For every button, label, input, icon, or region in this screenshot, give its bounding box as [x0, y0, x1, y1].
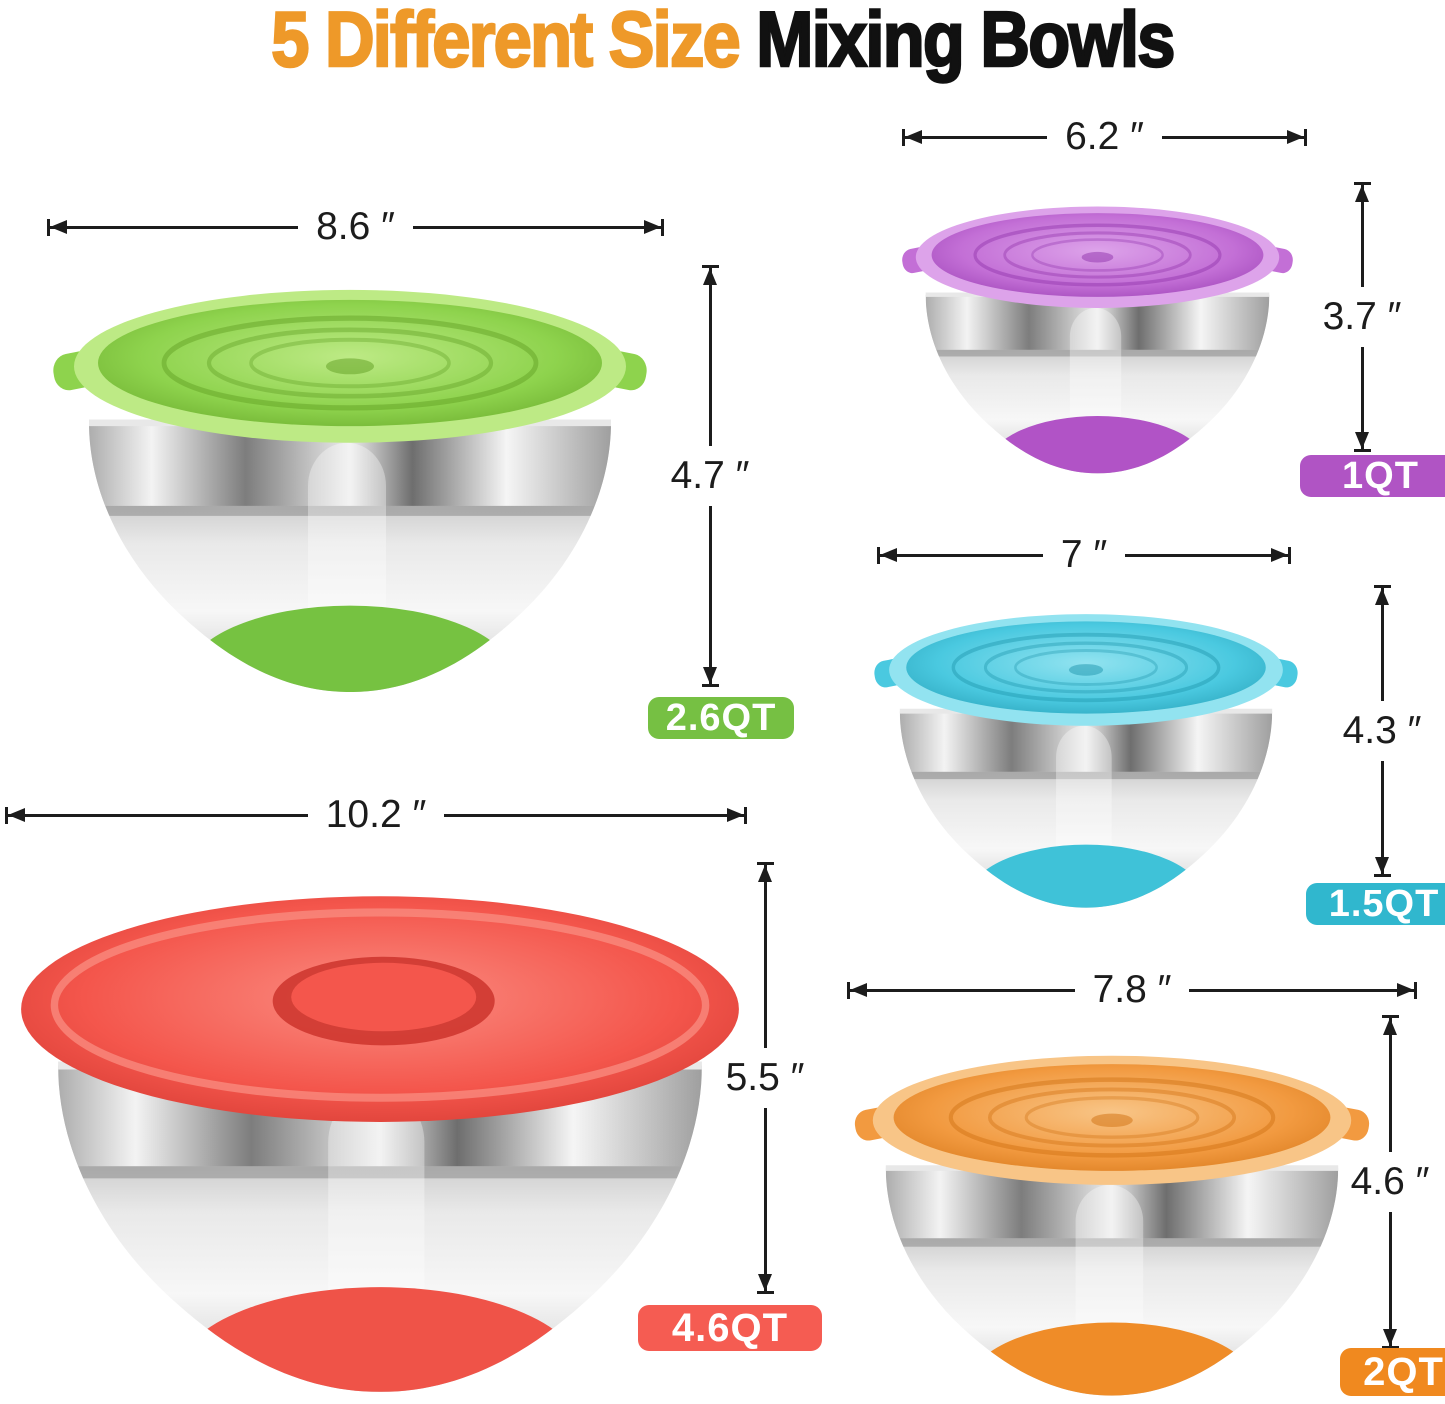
dimension-arrow-right-icon [1189, 981, 1417, 999]
purple-mixing-bowl-photo [900, 180, 1295, 480]
bowl-silicone-base [968, 844, 1204, 908]
blue-mixing-bowl-photo [872, 585, 1300, 915]
red-mixing-bowl-photo [10, 856, 750, 1404]
orange-bowl-width-dimension: 7.8 ″ [847, 968, 1417, 1011]
title-accent-text: 5 Different Size [270, 0, 742, 84]
dimension-arrow-right-icon [444, 806, 747, 824]
green-bowl-diameter-label: 8.6 ″ [316, 205, 395, 248]
blue-capacity-badge: 1.5QT [1306, 883, 1445, 925]
red-capacity-badge: 4.6QT [638, 1305, 822, 1351]
dimension-arrow-left-icon [46, 218, 299, 236]
red-bowl-height-label: 5.5 ″ [725, 1056, 805, 1099]
green-mixing-bowl-photo [50, 250, 650, 702]
bowl-graphic [53, 289, 647, 693]
bowl-graphic [874, 614, 1298, 908]
dimension-arrow-down-icon [1373, 761, 1391, 877]
dimension-arrow-left-icon [901, 128, 1048, 146]
red-bowl-width-dimension: 10.2 ″ [5, 793, 747, 836]
purple-bowl-width-dimension: 6.2 ″ [901, 115, 1308, 158]
dimension-arrow-right-icon [412, 218, 665, 236]
green-bowl-height-dimension: 4.7 ″ [650, 265, 770, 687]
green-bowl-height-label: 4.7 ″ [670, 454, 750, 497]
dimension-arrow-down-icon [1353, 347, 1371, 452]
orange-bowl-height-label: 4.6 ″ [1350, 1160, 1430, 1203]
dimension-arrow-left-icon [847, 981, 1075, 999]
orange-bowl-height-dimension: 4.6 ″ [1330, 1015, 1445, 1349]
dimension-arrow-up-icon [1373, 585, 1391, 701]
purple-bowl-diameter-label: 6.2 ″ [1065, 115, 1144, 158]
dimension-arrow-up-icon [1381, 1015, 1399, 1152]
title-rest-text: Mixing Bowls [738, 0, 1176, 84]
bowl-lid [902, 206, 1293, 308]
dimension-arrow-right-icon [1125, 546, 1291, 564]
bowl-silicone-base [969, 1322, 1255, 1396]
blue-bowl-height-label: 4.3 ″ [1342, 709, 1422, 752]
red-bowl-diameter-label: 10.2 ″ [325, 793, 427, 836]
blue-bowl-diameter-label: 7 ″ [1060, 533, 1108, 576]
orange-capacity-badge: 2QT [1340, 1348, 1445, 1396]
orange-bowl-diameter-label: 7.8 ″ [1092, 968, 1172, 1011]
dimension-arrow-left-icon [5, 806, 308, 824]
purple-capacity-badge: 1QT [1300, 455, 1445, 497]
bowl-lid [854, 1055, 1370, 1185]
bowl-graphic [902, 206, 1293, 474]
bowl-silicone-base [185, 605, 515, 693]
dimension-arrow-left-icon [877, 546, 1043, 564]
purple-bowl-height-dimension: 3.7 ″ [1302, 182, 1422, 452]
page-title: 5 Different Size Mixing Bowls [87, 0, 1359, 85]
bowl-graphic [854, 1055, 1370, 1396]
bowl-silicone-base [176, 1287, 584, 1392]
green-bowl-width-dimension: 8.6 ″ [46, 205, 665, 248]
blue-bowl-width-dimension: 7 ″ [877, 533, 1291, 576]
bowl-graphic [21, 896, 739, 1392]
dimension-arrow-down-icon [701, 506, 719, 687]
dimension-arrow-down-icon [756, 1108, 774, 1294]
dimension-arrow-right-icon [1161, 128, 1308, 146]
bowl-lid [53, 289, 647, 443]
blue-bowl-height-dimension: 4.3 ″ [1322, 585, 1442, 877]
bowl-lid [21, 896, 739, 1122]
dimension-arrow-up-icon [1353, 182, 1371, 287]
bowl-lid [874, 614, 1298, 726]
orange-mixing-bowl-photo [852, 1022, 1372, 1404]
green-capacity-badge: 2.6QT [648, 697, 794, 739]
dimension-arrow-up-icon [756, 862, 774, 1048]
bowl-silicone-base [988, 416, 1207, 474]
red-bowl-height-dimension: 5.5 ″ [705, 862, 825, 1294]
purple-bowl-height-label: 3.7 ″ [1322, 295, 1402, 338]
dimension-arrow-down-icon [1381, 1212, 1399, 1349]
dimension-arrow-up-icon [701, 265, 719, 446]
